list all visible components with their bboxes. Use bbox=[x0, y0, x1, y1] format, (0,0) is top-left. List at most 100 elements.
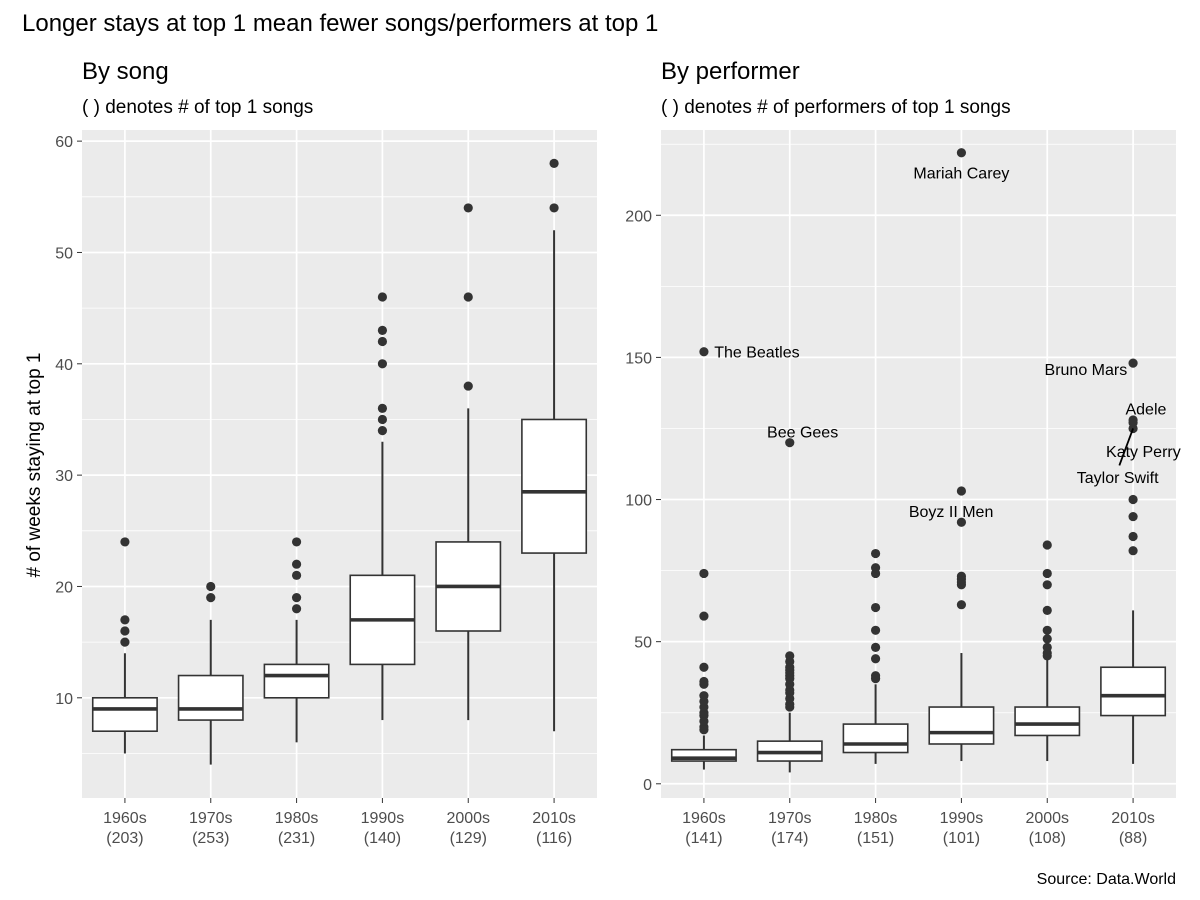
annotation-label: The Beatles bbox=[714, 345, 799, 362]
annotation-label: Katy Perry bbox=[1106, 444, 1181, 461]
box-2010s bbox=[521, 158, 588, 732]
outlier-point bbox=[1042, 580, 1052, 590]
x-tick-label: 2010s bbox=[1111, 810, 1155, 827]
outlier-point bbox=[463, 381, 473, 391]
outlier-point bbox=[956, 600, 967, 610]
outlier-point bbox=[291, 559, 302, 569]
outlier-point bbox=[870, 654, 881, 664]
outlier-point bbox=[870, 563, 881, 573]
annotation-leader bbox=[1118, 428, 1134, 466]
outlier-point bbox=[699, 691, 709, 701]
panel-by-song: By song ( ) denotes # of top 1 songs # o… bbox=[24, 58, 597, 847]
y-tick-label: 150 bbox=[625, 350, 652, 367]
plot-background bbox=[661, 130, 1176, 798]
x-count-label: (116) bbox=[536, 830, 572, 847]
x-count-label: (108) bbox=[1029, 830, 1066, 847]
outlier-point bbox=[956, 148, 967, 158]
outlier-point bbox=[1128, 415, 1138, 425]
y-tick-label: 30 bbox=[55, 468, 73, 485]
outlier-point bbox=[377, 336, 388, 347]
x-tick-label: 1960s bbox=[682, 810, 726, 827]
x-count-label: (151) bbox=[857, 830, 894, 847]
plot-area: 10 20 30 40 50 60 1960s (203) 1970s (253) 1980s (23… bbox=[55, 130, 597, 847]
outlier-point bbox=[377, 403, 388, 413]
x-tick-label: 1990s bbox=[940, 810, 984, 827]
box-iqr bbox=[177, 674, 244, 721]
annotation-label: Bruno Mars bbox=[1045, 362, 1128, 379]
x-count-label: (231) bbox=[278, 830, 315, 847]
outlier-point bbox=[377, 292, 388, 302]
panel-by-performer: By performer ( ) denotes # of performers… bbox=[625, 58, 1180, 847]
source-caption: Source: Data.World bbox=[1037, 871, 1176, 888]
panel-title: By performer bbox=[661, 58, 800, 85]
outlier-point bbox=[206, 593, 216, 603]
outlier-point bbox=[377, 426, 388, 436]
outlier-point bbox=[1128, 511, 1138, 522]
box-1980s bbox=[842, 548, 909, 764]
outlier-point bbox=[1042, 568, 1052, 579]
panel-subtitle: ( ) denotes # of top 1 songs bbox=[82, 97, 313, 118]
annotation-label: Bee Gees bbox=[767, 424, 838, 441]
panel-subtitle: ( ) denotes # of performers of top 1 son… bbox=[661, 97, 1011, 118]
plot-background bbox=[82, 130, 597, 798]
x-tick-label: 1980s bbox=[275, 810, 319, 827]
box-1980s bbox=[263, 537, 330, 743]
y-tick-label: 50 bbox=[634, 635, 652, 652]
x-tick-label: 2000s bbox=[1025, 810, 1069, 827]
outlier-point bbox=[1128, 531, 1138, 542]
x-count-label: (101) bbox=[943, 830, 980, 847]
x-count-label: (203) bbox=[106, 830, 143, 847]
outlier-point bbox=[1042, 642, 1052, 652]
box-1960s bbox=[670, 347, 737, 770]
annotation-label: Adele bbox=[1125, 402, 1166, 419]
outlier-point bbox=[463, 292, 473, 302]
y-tick-label: 10 bbox=[55, 691, 73, 708]
outlier-point bbox=[377, 325, 388, 335]
outlier-point bbox=[870, 671, 881, 681]
box-1990s bbox=[349, 292, 416, 721]
panel-title: By song bbox=[82, 58, 169, 85]
outlier-point bbox=[291, 593, 302, 603]
outlier-point bbox=[206, 581, 216, 592]
box-iqr bbox=[263, 663, 330, 699]
outlier-point bbox=[956, 486, 967, 496]
outlier-point bbox=[699, 347, 709, 357]
x-count-label: (140) bbox=[364, 830, 401, 847]
x-tick-label: 1970s bbox=[189, 810, 233, 827]
outlier-point bbox=[291, 537, 302, 547]
box-1970s bbox=[177, 581, 244, 765]
box-iqr bbox=[1100, 666, 1167, 717]
outlier-point bbox=[1042, 605, 1052, 615]
box-2000s bbox=[1014, 540, 1081, 762]
outlier-point bbox=[377, 414, 388, 425]
box-iqr bbox=[521, 418, 588, 554]
y-tick-label: 200 bbox=[625, 208, 652, 225]
outlier-point bbox=[785, 651, 795, 661]
outlier-point bbox=[870, 642, 881, 652]
plot-area: 0 50 100 150 200 1960s (141) 1970s (174) 1980s (15… bbox=[625, 130, 1181, 847]
y-tick-label: 0 bbox=[643, 777, 652, 794]
outlier-point bbox=[699, 676, 709, 687]
y-tick-label: 50 bbox=[55, 245, 73, 262]
box-iqr bbox=[1014, 706, 1081, 737]
box-1970s bbox=[756, 438, 823, 773]
y-tick-label: 100 bbox=[625, 493, 652, 510]
main-title: Longer stays at top 1 mean fewer songs/p… bbox=[22, 10, 658, 37]
outlier-point bbox=[463, 203, 473, 213]
outlier-point bbox=[956, 517, 967, 527]
outlier-point bbox=[870, 625, 881, 635]
y-axis-label: # of weeks staying at top 1 bbox=[24, 353, 45, 578]
outlier-point bbox=[291, 570, 302, 580]
box-1960s bbox=[91, 537, 158, 754]
outlier-point bbox=[1042, 625, 1052, 635]
y-tick-label: 60 bbox=[55, 134, 73, 151]
x-tick-label: 1960s bbox=[103, 810, 147, 827]
annotation-label: Boyz II Men bbox=[909, 504, 993, 521]
outlier-point bbox=[291, 604, 302, 614]
annotation-label: Taylor Swift bbox=[1077, 470, 1159, 487]
y-tick-label: 20 bbox=[55, 579, 73, 596]
outlier-point bbox=[120, 615, 130, 625]
outlier-point bbox=[699, 662, 709, 672]
x-tick-label: 1990s bbox=[361, 810, 405, 827]
outlier-point bbox=[549, 158, 559, 168]
